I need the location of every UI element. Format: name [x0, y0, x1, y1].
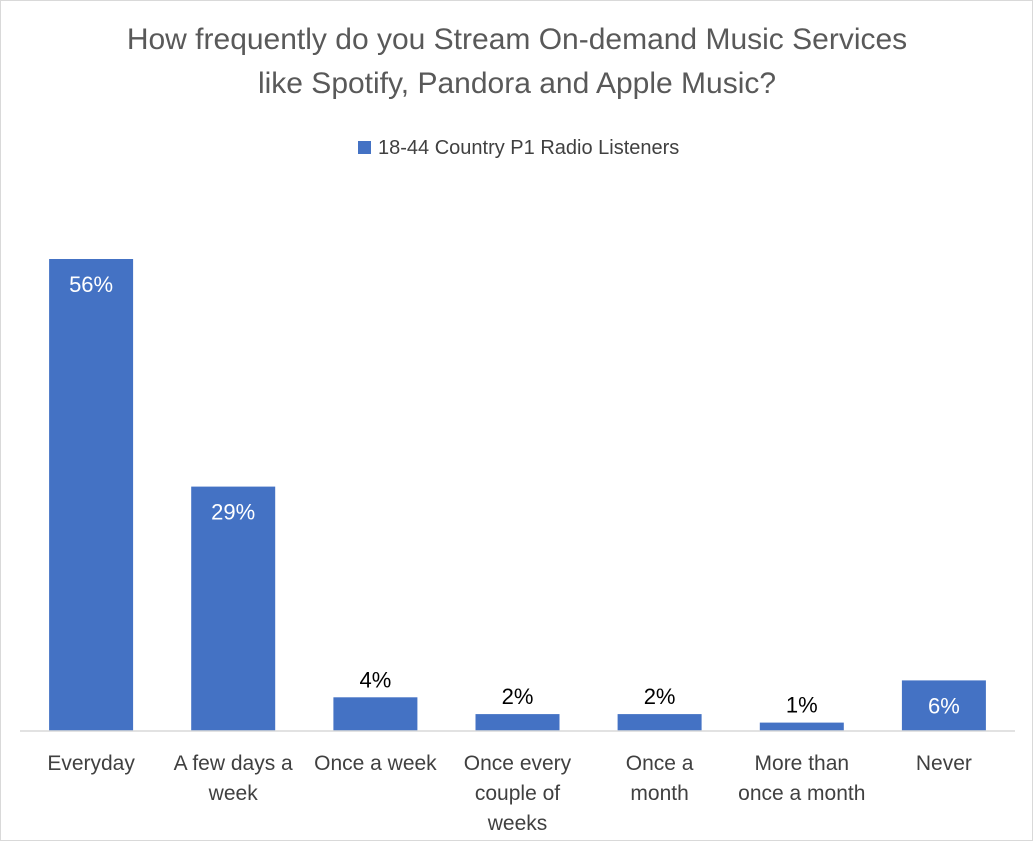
category-label-line: couple of — [475, 782, 560, 805]
category-label-line: week — [208, 782, 259, 805]
bar-7 — [901, 680, 986, 731]
category-label-line: A few days a — [174, 752, 293, 775]
chart-title-line-1: How frequently do you Stream On-demand M… — [127, 23, 907, 56]
data-label-7: 6% — [928, 693, 960, 718]
bar-2 — [191, 486, 276, 731]
category-label-5: Once a month — [626, 752, 694, 805]
category-label-2: A few days a week — [174, 752, 293, 805]
bar-4 — [475, 714, 560, 731]
category-label-line: Once a — [626, 752, 694, 775]
data-label-1: 56% — [69, 272, 113, 297]
category-label-7: Never — [916, 752, 972, 775]
data-label-3: 4% — [360, 667, 392, 692]
category-label-4: Once every couple of weeks — [464, 752, 572, 835]
data-label-6: 1% — [786, 693, 818, 718]
category-label-line: Once every — [464, 752, 572, 775]
category-label-6: More than once a month — [738, 752, 865, 805]
chart-title-line-2: like Spotify, Pandora and Apple Music? — [258, 67, 776, 100]
category-label-line: More than — [755, 752, 850, 775]
bar-6 — [759, 722, 844, 731]
bar-1 — [49, 259, 134, 731]
category-label-line: once a month — [738, 782, 865, 805]
category-label-line: month — [630, 782, 688, 805]
bar-3 — [333, 697, 418, 731]
data-label-4: 2% — [502, 684, 534, 709]
legend-label: 18-44 Country P1 Radio Listeners — [378, 137, 679, 159]
data-label-2: 29% — [211, 500, 255, 525]
category-label-3: Once a week — [314, 752, 437, 775]
category-label-line: Never — [916, 752, 972, 775]
legend-swatch — [358, 141, 371, 154]
bar-5 — [617, 714, 702, 731]
category-label-line: Everyday — [47, 752, 135, 775]
bars-group — [49, 259, 986, 731]
category-label-line: Once a week — [314, 752, 437, 775]
category-labels-group: Everyday A few days a week Once a week Once … — [47, 752, 972, 835]
data-label-5: 2% — [644, 684, 676, 709]
category-label-1: Everyday — [47, 752, 135, 775]
data-labels-group: 56% 29% 4% 2% 2% 1% 6% — [69, 272, 960, 718]
category-label-line: weeks — [487, 812, 548, 835]
